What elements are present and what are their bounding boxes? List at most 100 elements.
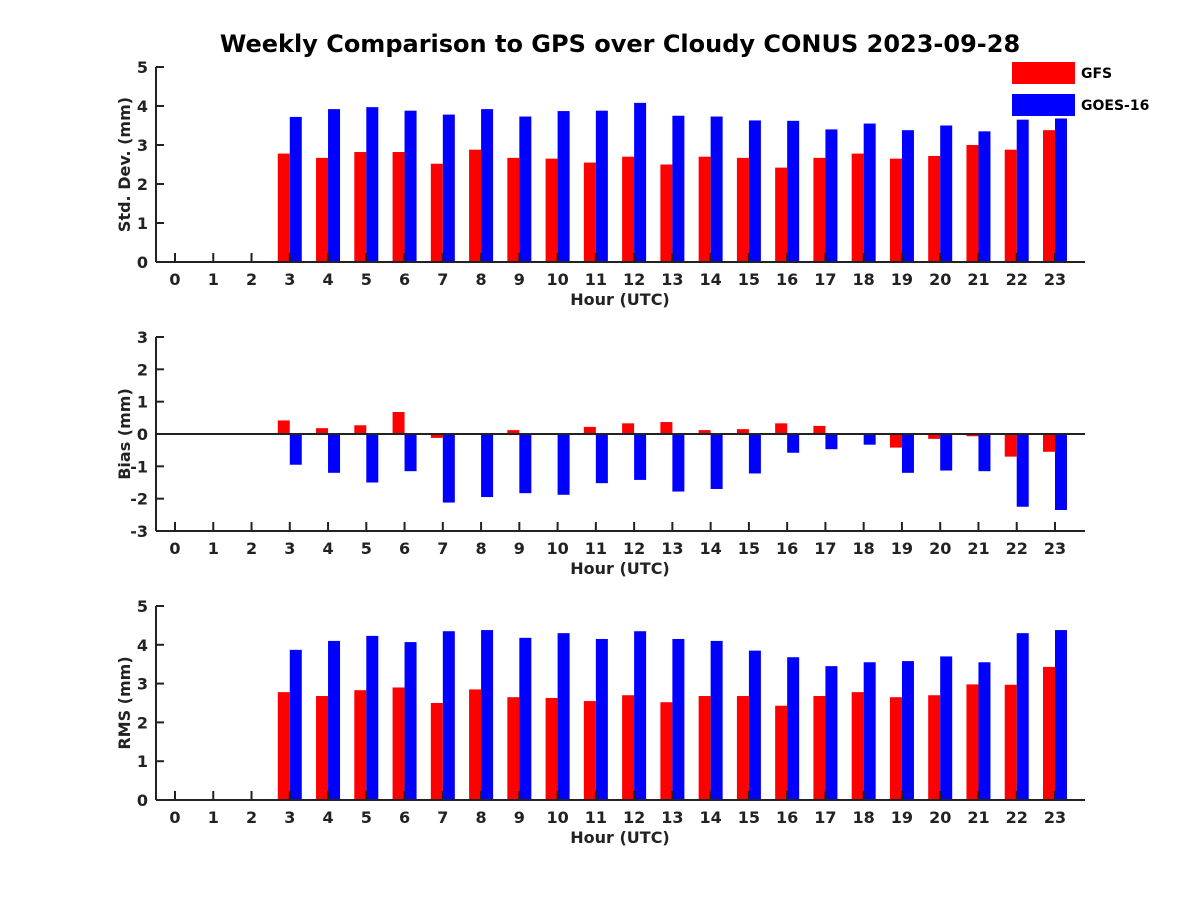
bar-goes16-hour-8	[481, 630, 494, 800]
x-tick-label: 0	[169, 270, 180, 289]
x-tick-label: 12	[623, 808, 645, 827]
x-tick-label: 11	[585, 539, 607, 558]
bar-gfs-hour-4	[316, 428, 329, 434]
y-tick-label: 1	[137, 214, 148, 233]
bar-gfs-hour-5	[354, 425, 367, 434]
x-tick-label: 1	[208, 539, 219, 558]
x-tick-label: 18	[853, 270, 875, 289]
x-tick-label: 13	[661, 808, 683, 827]
bar-gfs-hour-11	[583, 162, 596, 262]
bar-gfs-hour-20	[928, 695, 941, 800]
x-tick-label: 4	[322, 808, 333, 827]
legend-swatch-goes16	[1012, 94, 1075, 116]
bar-goes16-hour-18	[863, 434, 876, 445]
y-tick-label: 3	[137, 675, 148, 694]
x-tick-label: 15	[738, 270, 760, 289]
bar-goes16-hour-22	[1016, 119, 1029, 263]
bar-goes16-hour-16	[787, 434, 800, 453]
bar-gfs-hour-12	[622, 423, 635, 434]
bar-gfs-hour-23	[1042, 666, 1055, 800]
bar-gfs-hour-6	[392, 152, 405, 262]
y-axis-label: Bias (mm)	[115, 388, 134, 480]
bar-gfs-hour-14	[698, 156, 711, 262]
bar-goes16-hour-13	[672, 638, 685, 800]
bar-gfs-hour-16	[775, 167, 788, 262]
bar-goes16-hour-15	[748, 120, 761, 263]
bar-goes16-hour-23	[1054, 118, 1067, 262]
x-tick-label: 19	[891, 539, 913, 558]
bar-gfs-hour-18	[851, 692, 864, 800]
x-tick-label: 23	[1044, 808, 1066, 827]
y-tick-label: 1	[137, 393, 148, 412]
bar-gfs-hour-22	[1004, 434, 1017, 457]
x-tick-label: 7	[437, 270, 448, 289]
x-tick-label: 2	[246, 270, 257, 289]
bar-goes16-hour-23	[1054, 434, 1067, 510]
x-tick-label: 10	[546, 808, 568, 827]
x-tick-label: 3	[284, 270, 295, 289]
x-tick-label: 17	[814, 270, 836, 289]
bar-goes16-hour-21	[978, 662, 991, 800]
bar-goes16-hour-21	[978, 434, 991, 472]
x-tick-label: 7	[437, 539, 448, 558]
bar-goes16-hour-19	[901, 661, 914, 800]
bar-gfs-hour-15	[736, 429, 749, 434]
bar-goes16-hour-22	[1016, 633, 1029, 800]
bar-goes16-hour-7	[442, 631, 455, 800]
bar-goes16-hour-7	[442, 434, 455, 503]
bar-goes16-hour-15	[748, 650, 761, 800]
bar-goes16-hour-13	[672, 434, 685, 492]
bar-gfs-hour-7	[430, 163, 443, 262]
bar-gfs-hour-16	[775, 705, 788, 800]
y-tick-label: 3	[137, 328, 148, 347]
bar-goes16-hour-14	[710, 116, 723, 262]
x-axis-label: Hour (UTC)	[570, 559, 670, 578]
bar-gfs-hour-3	[277, 420, 290, 434]
x-tick-label: 4	[322, 270, 333, 289]
bar-gfs-hour-10	[545, 158, 558, 262]
bar-gfs-hour-9	[507, 157, 520, 262]
x-tick-label: 0	[169, 539, 180, 558]
x-tick-label: 1	[208, 808, 219, 827]
bar-gfs-hour-22	[1004, 149, 1017, 262]
bar-goes16-hour-18	[863, 123, 876, 262]
x-axis-label: Hour (UTC)	[570, 290, 670, 309]
bar-goes16-hour-3	[289, 434, 302, 465]
x-tick-label: 22	[1006, 808, 1028, 827]
bar-goes16-hour-14	[710, 640, 723, 800]
bar-gfs-hour-9	[507, 697, 520, 800]
bar-gfs-hour-8	[469, 689, 482, 800]
bar-gfs-hour-14	[698, 696, 711, 800]
x-tick-label: 20	[929, 270, 951, 289]
bar-goes16-hour-23	[1054, 630, 1067, 800]
y-tick-label: -1	[130, 457, 148, 476]
x-tick-label: 9	[514, 270, 525, 289]
x-tick-label: 8	[476, 539, 487, 558]
x-tick-label: 10	[546, 270, 568, 289]
bar-goes16-hour-11	[595, 110, 608, 263]
x-axis-label: Hour (UTC)	[570, 828, 670, 847]
y-tick-label: -3	[130, 522, 148, 541]
x-tick-label: 8	[476, 808, 487, 827]
bar-gfs-hour-22	[1004, 684, 1017, 800]
bar-gfs-hour-3	[277, 153, 290, 262]
x-tick-label: 7	[437, 808, 448, 827]
bar-goes16-hour-12	[634, 102, 647, 262]
bar-gfs-hour-4	[316, 157, 329, 262]
x-tick-label: 8	[476, 270, 487, 289]
bar-gfs-hour-5	[354, 152, 367, 262]
bar-gfs-hour-15	[736, 157, 749, 262]
bar-goes16-hour-14	[710, 434, 723, 489]
bar-goes16-hour-12	[634, 434, 647, 480]
x-tick-label: 1	[208, 270, 219, 289]
bar-goes16-hour-10	[557, 111, 570, 262]
x-tick-label: 2	[246, 808, 257, 827]
bar-gfs-hour-19	[889, 434, 902, 448]
x-tick-label: 14	[700, 808, 722, 827]
bar-goes16-hour-4	[328, 640, 341, 800]
bar-gfs-hour-20	[928, 155, 941, 262]
bar-goes16-hour-20	[940, 434, 953, 471]
x-tick-label: 9	[514, 808, 525, 827]
